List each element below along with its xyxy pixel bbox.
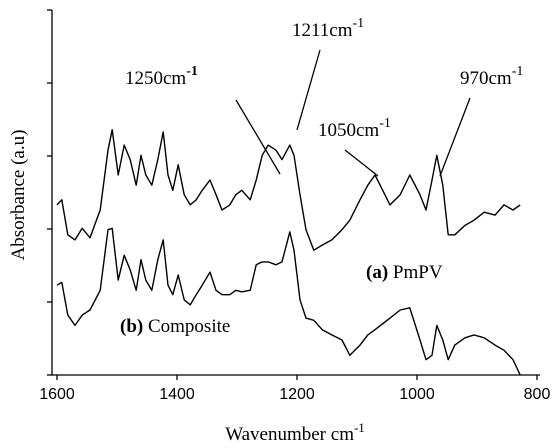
x-axis-label: Wavenumber cm-1 — [225, 420, 365, 445]
annotation: 1050cm-1 — [318, 116, 391, 141]
x-tick-label: 800 — [524, 386, 551, 403]
leader-line — [439, 97, 471, 177]
x-tick-label: 1000 — [399, 386, 435, 403]
x-tick-label: 1600 — [39, 386, 75, 403]
spectrum-line — [56, 227, 521, 376]
annotation: 1211cm-1 — [292, 16, 364, 41]
spectrum-line — [56, 129, 521, 251]
annotation: 970cm-1 — [460, 64, 523, 89]
series-label: (b) Composite — [120, 316, 230, 337]
leader-line — [344, 149, 379, 177]
leader-line — [296, 49, 321, 131]
series-label: (a) PmPV — [366, 262, 443, 283]
x-tick-label: 1400 — [159, 386, 195, 403]
annotation: 1250cm-1 — [125, 64, 198, 89]
x-tick-label: 1200 — [279, 386, 315, 403]
leader-line — [235, 99, 281, 175]
y-axis-label: Absorbance (a.u) — [8, 130, 29, 261]
